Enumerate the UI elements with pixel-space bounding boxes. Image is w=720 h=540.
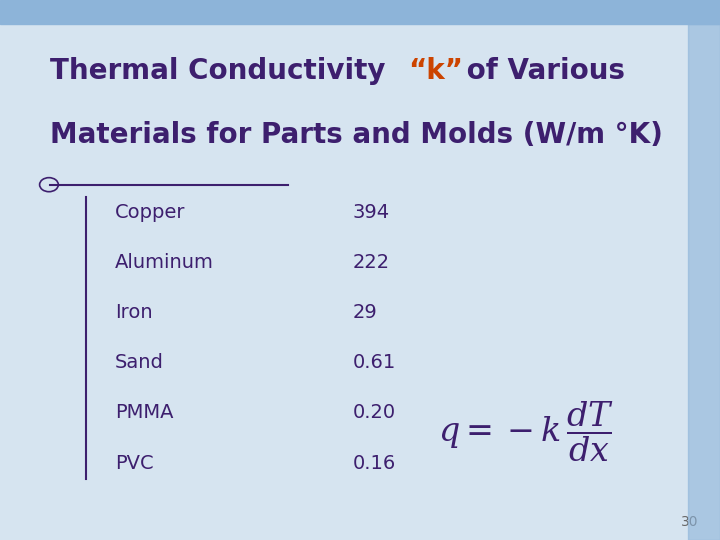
Text: Iron: Iron — [115, 303, 153, 322]
Text: of Various: of Various — [457, 57, 625, 85]
Text: $q = -k\,\dfrac{dT}{dx}$: $q = -k\,\dfrac{dT}{dx}$ — [438, 400, 613, 464]
Text: Materials for Parts and Molds (W/m °K): Materials for Parts and Molds (W/m °K) — [50, 122, 663, 150]
Text: 0.20: 0.20 — [353, 403, 396, 422]
Text: PMMA: PMMA — [115, 403, 174, 422]
Text: Aluminum: Aluminum — [115, 253, 214, 272]
Text: 0.61: 0.61 — [353, 353, 396, 372]
Text: 222: 222 — [353, 253, 390, 272]
Text: Copper: Copper — [115, 202, 186, 221]
Text: 0.16: 0.16 — [353, 454, 396, 472]
Text: Sand: Sand — [115, 353, 164, 372]
FancyBboxPatch shape — [0, 0, 720, 24]
Text: 29: 29 — [353, 303, 377, 322]
Text: PVC: PVC — [115, 454, 154, 472]
Text: Thermal Conductivity: Thermal Conductivity — [50, 57, 395, 85]
Text: “k”: “k” — [408, 57, 463, 85]
FancyBboxPatch shape — [688, 24, 720, 540]
Text: 30: 30 — [681, 515, 698, 529]
Text: 394: 394 — [353, 202, 390, 221]
